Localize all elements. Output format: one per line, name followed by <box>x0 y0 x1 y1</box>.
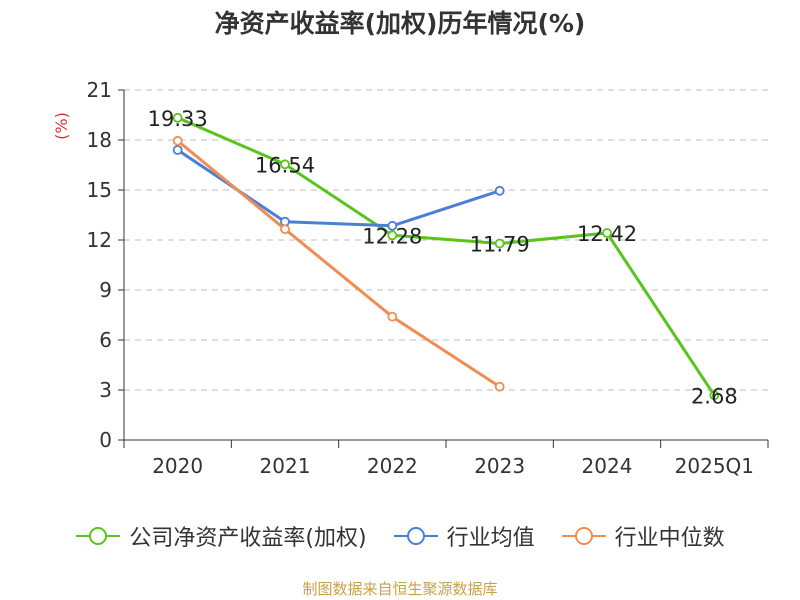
series-point-1 <box>494 185 505 196</box>
series-point-2 <box>172 135 183 146</box>
series-point-0 <box>709 390 720 401</box>
series-line-0 <box>177 116 716 397</box>
data-label: 12.28 <box>362 224 422 248</box>
y-tick-label: 21 <box>87 78 112 102</box>
data-label: 2.68 <box>691 384 738 408</box>
legend-item[interactable]: 行业均值 <box>393 520 535 552</box>
x-tick-label: 2021 <box>260 454 311 478</box>
x-tick-label: 2024 <box>582 454 633 478</box>
legend-swatch-marker <box>89 527 108 545</box>
series-point-1 <box>387 220 398 231</box>
series-lines <box>172 112 720 401</box>
legend-swatch <box>561 527 606 545</box>
series-point-1 <box>172 145 183 155</box>
y-axis-unit: (%) <box>52 112 71 140</box>
series-point-0 <box>172 112 183 123</box>
y-tick-label: 9 <box>99 278 112 302</box>
y-tick-label: 3 <box>99 378 112 402</box>
y-tick-label: 0 <box>99 428 112 452</box>
data-label: 12.42 <box>577 222 637 246</box>
data-label: 16.54 <box>255 153 315 177</box>
series-point-2 <box>280 224 290 235</box>
x-tick-label: 2025Q1 <box>675 454 754 478</box>
legend: 公司净资产收益率(加权) 行业均值 行业中位数 <box>0 520 800 552</box>
x-tick-label: 2023 <box>474 454 525 478</box>
series-point-2 <box>494 381 505 392</box>
y-tick-label: 6 <box>99 328 112 352</box>
axes: 0 3 6 9 12 15 18 21 2020 2021 2022 2023 2024 2025Q1 <box>87 78 769 478</box>
legend-swatch-marker <box>574 527 593 545</box>
y-tick-label: 15 <box>87 178 112 202</box>
legend-label: 公司净资产收益率(加权) <box>129 526 367 551</box>
series-point-0 <box>602 228 612 238</box>
x-tick-label: 2020 <box>152 454 203 478</box>
data-labels: 19.33 16.54 12.28 11.79 12.42 2.68 <box>148 107 738 409</box>
legend-swatch <box>393 527 438 545</box>
series-point-2 <box>387 311 398 322</box>
series-point-0 <box>280 159 290 170</box>
legend-swatch <box>76 527 121 545</box>
y-tick-label: 12 <box>87 228 112 252</box>
series-point-0 <box>494 238 505 249</box>
chart-title: 净资产收益率(加权)历年情况(%) <box>214 9 586 38</box>
legend-swatch-marker <box>406 527 425 545</box>
series-line-1 <box>176 148 501 228</box>
source-note: 制图数据来自恒生聚源数据库 <box>302 580 498 598</box>
x-tick-label: 2022 <box>367 454 418 478</box>
y-tick-label: 18 <box>87 128 112 152</box>
legend-label: 行业均值 <box>446 526 535 551</box>
legend-item[interactable]: 公司净资产收益率(加权) <box>75 520 367 552</box>
legend-label: 行业中位数 <box>614 526 725 551</box>
data-label: 11.79 <box>470 233 530 257</box>
series-point-0 <box>387 230 398 241</box>
data-label: 19.33 <box>148 107 208 131</box>
legend-item[interactable]: 行业中位数 <box>561 520 725 552</box>
series-line-2 <box>176 139 501 388</box>
